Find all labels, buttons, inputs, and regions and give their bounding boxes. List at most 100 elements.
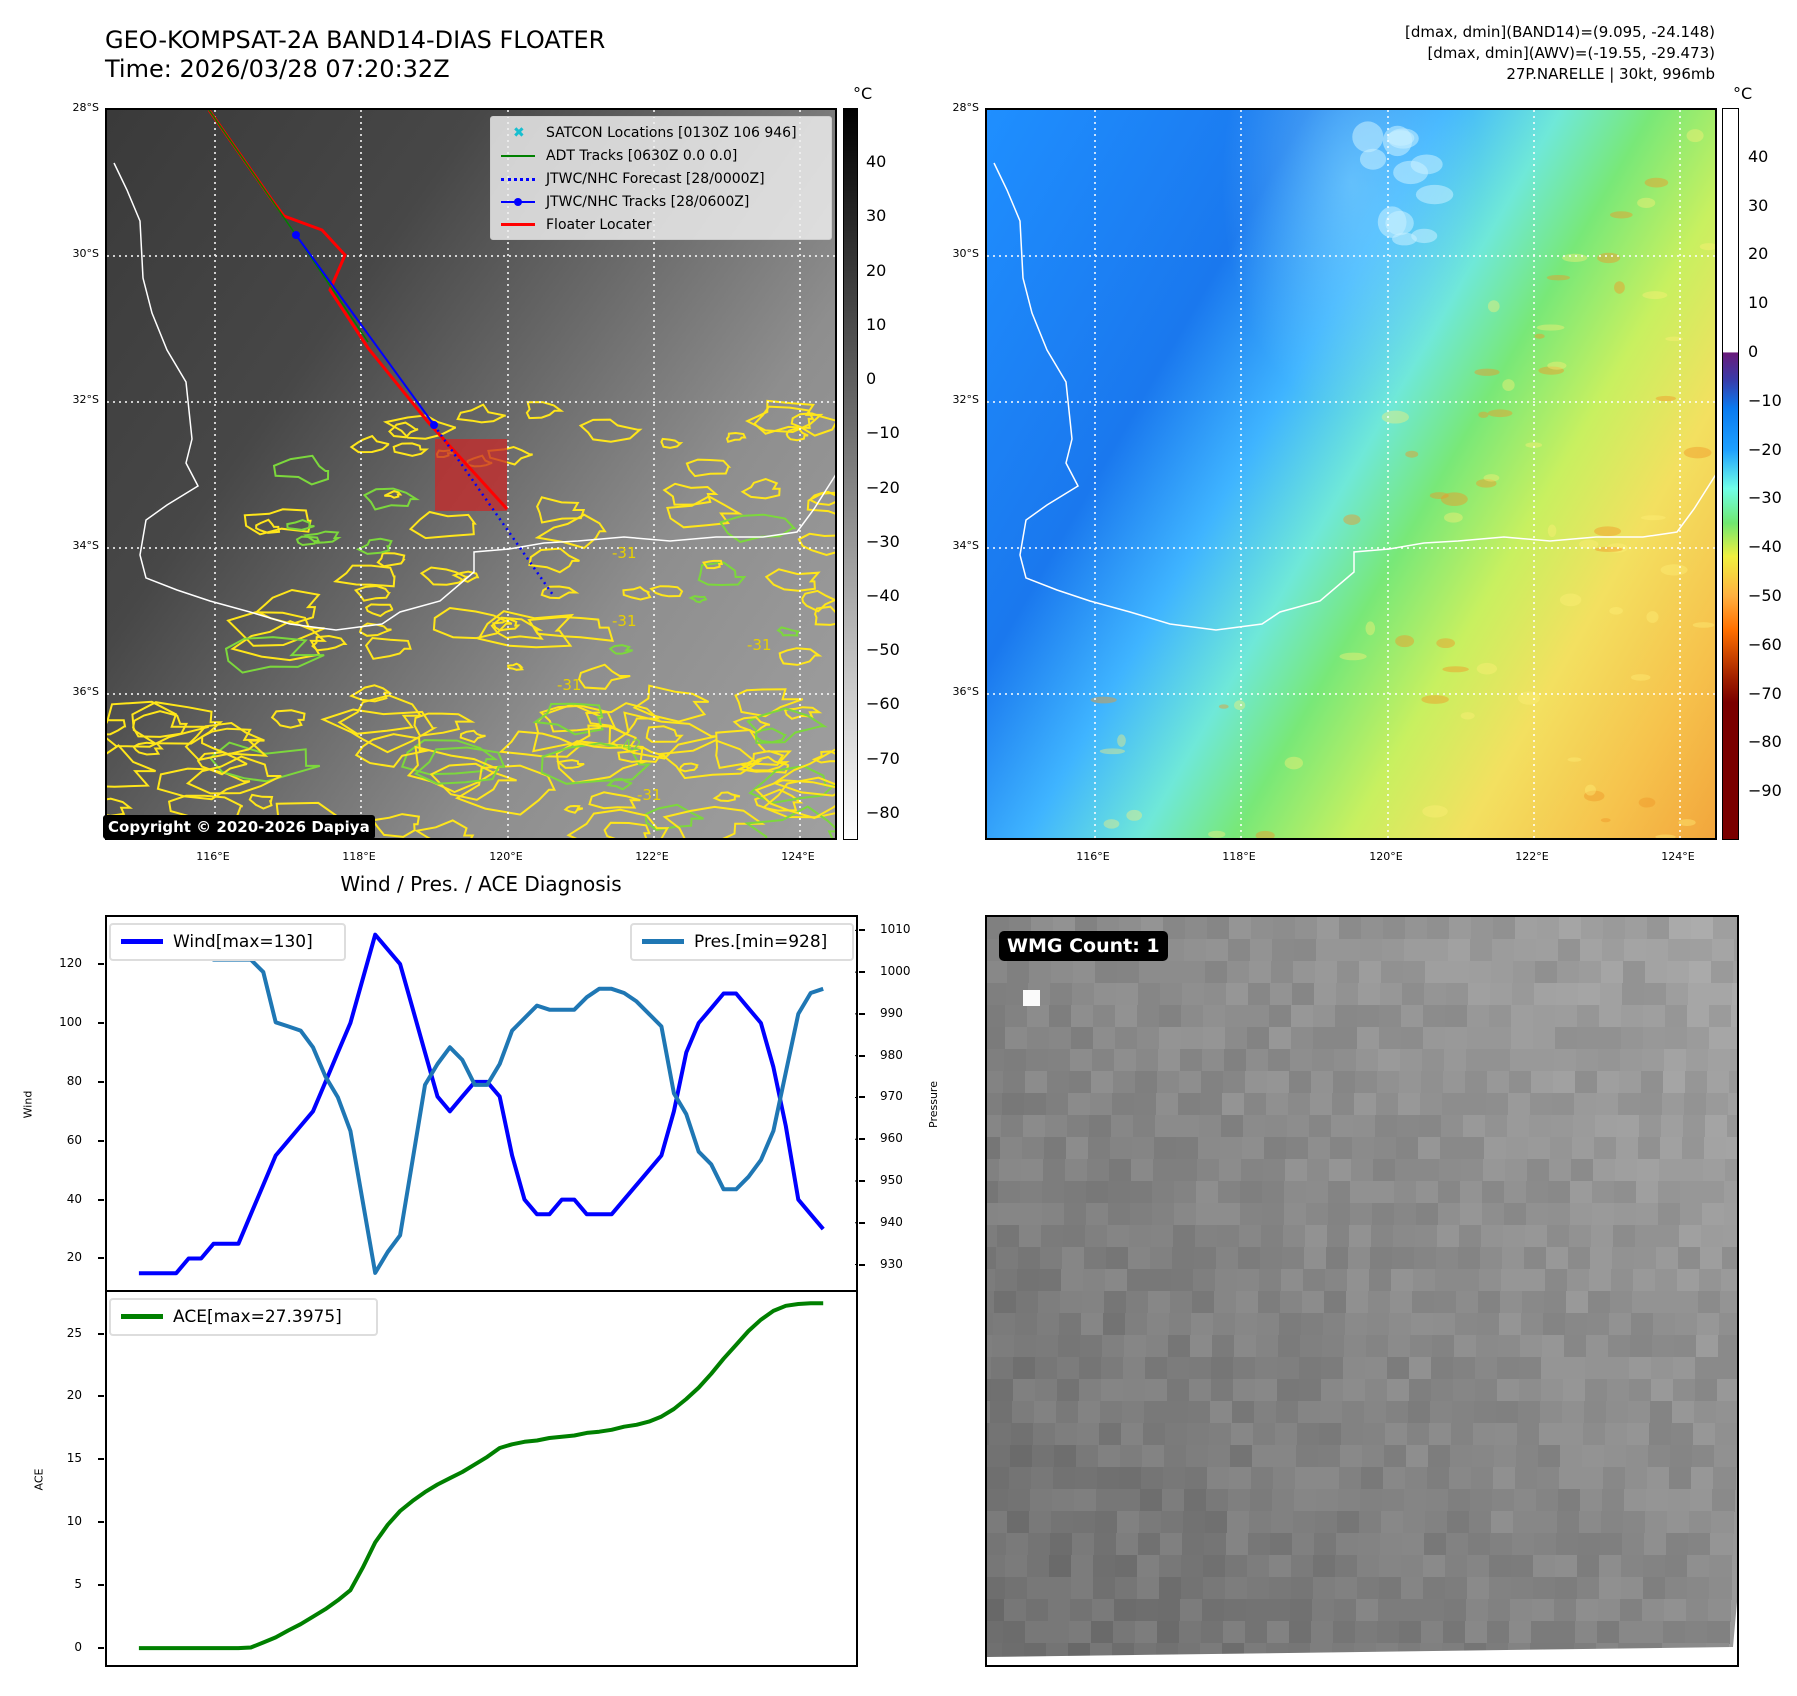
y-tick-mark	[859, 1012, 865, 1015]
wmg-pixel	[1466, 1049, 1489, 1072]
awv-cell	[1284, 756, 1304, 770]
wmg-pixel	[1558, 939, 1581, 962]
wmg-pixel	[1666, 983, 1689, 1006]
wmg-pixel	[1295, 1467, 1318, 1490]
contour-minus31	[527, 615, 614, 642]
wmg-pixel	[1358, 983, 1381, 1006]
wmg-pixel	[1362, 1445, 1385, 1468]
wmg-pixel	[987, 1511, 1008, 1534]
wmg-pixel	[1336, 1533, 1359, 1556]
wmg-pixel	[1247, 1005, 1270, 1028]
wmg-pixel	[1227, 1511, 1250, 1534]
wmg-pixel	[1182, 1533, 1205, 1556]
wmg-pixel	[1531, 1071, 1554, 1094]
wmg-pixel	[1229, 1467, 1252, 1490]
lon-label: 124°E	[781, 850, 815, 863]
contour-minus42	[608, 644, 633, 655]
awv-cell	[1644, 177, 1669, 188]
wmg-pixel	[1049, 1555, 1072, 1578]
wmg-pixel	[1578, 983, 1601, 1006]
wmg-pixel	[1269, 1555, 1292, 1578]
wmg-pixel	[1086, 1203, 1109, 1226]
wmg-pixel	[1302, 1291, 1325, 1314]
wmg-pixel	[1643, 1005, 1666, 1028]
awv-cell	[1395, 635, 1415, 648]
wmg-pixel	[1460, 1181, 1483, 1204]
wmg-pixel	[1257, 1313, 1280, 1336]
wmg-pixel	[1173, 1225, 1196, 1248]
wmg-pixel	[1000, 1137, 1023, 1160]
wmg-pixel	[1431, 1357, 1454, 1380]
wmg-pixel	[1048, 1599, 1071, 1622]
contour-minus31	[184, 721, 269, 761]
contour-minus31	[610, 711, 717, 760]
wmg-pixel	[1160, 983, 1183, 1006]
wmg-pixel	[1676, 1291, 1699, 1314]
wmg-pixel	[987, 1071, 1004, 1094]
wmg-pixel	[1482, 1181, 1505, 1204]
wmg-pixel	[1481, 1225, 1504, 1248]
copyright-badge: Copyright © 2020-2026 Dapiya	[103, 815, 375, 839]
wmg-pixel	[1513, 1511, 1536, 1534]
wmg-pixel	[1091, 1071, 1114, 1094]
wmg-pixel	[1402, 983, 1425, 1006]
wmg-pixel	[1056, 1401, 1079, 1424]
awv-cell	[1429, 492, 1449, 499]
wmg-pixel	[1247, 1577, 1270, 1600]
wmg-pixel	[1356, 1599, 1379, 1622]
wmg-pixel	[1158, 1599, 1181, 1622]
colorbar-tick-label: 40	[1748, 146, 1769, 166]
wmg-pixel	[1707, 1071, 1730, 1094]
wmg-pixel	[1671, 1423, 1694, 1446]
wmg-pixel	[1647, 1467, 1670, 1490]
wmg-pixel	[1204, 1533, 1227, 1556]
contour-minus31	[761, 776, 835, 819]
wmg-pixel	[1597, 1071, 1620, 1094]
wmg-pixel	[1343, 1357, 1366, 1380]
wmg-pixel	[1126, 1291, 1149, 1314]
wmg-pixel	[1461, 1159, 1484, 1182]
wmg-pixel	[987, 1357, 992, 1380]
wmg-pixel	[1147, 1313, 1170, 1336]
wmg-pixel	[1621, 1005, 1644, 1028]
wmg-pixel	[1687, 1005, 1710, 1028]
wmg-pixel	[987, 1137, 1001, 1160]
wmg-pixel	[1447, 961, 1470, 984]
wmg-pixel	[1333, 1621, 1356, 1644]
awv-cell	[1436, 638, 1455, 649]
lat-label: 30°S	[952, 247, 979, 260]
contour-minus31	[429, 762, 517, 801]
wmg-pixel	[1555, 1005, 1578, 1028]
wmg-pixel	[1320, 1401, 1343, 1424]
wmg-pixel	[1196, 1203, 1219, 1226]
wmg-pixel	[1179, 1071, 1202, 1094]
wmg-pixel	[1270, 983, 1293, 1006]
wmg-panel: WMG Count: 1	[985, 915, 1739, 1667]
wmg-pixel	[1210, 1401, 1233, 1424]
wmg-pixel	[1093, 1577, 1116, 1600]
wmg-pixel	[1353, 1115, 1376, 1138]
wmg-pixel	[989, 1423, 1012, 1446]
contour-minus31	[456, 403, 506, 424]
wmg-pixel	[1699, 1269, 1722, 1292]
wmg-pixel	[1300, 1335, 1323, 1358]
wmg-pixel	[1107, 1225, 1130, 1248]
wmg-pixel	[1013, 1357, 1036, 1380]
wmg-pixel	[1250, 939, 1273, 962]
lat-label: 32°S	[72, 393, 99, 406]
wmg-pixel	[1215, 1269, 1238, 1292]
wmg-pixel	[1478, 1291, 1501, 1314]
wmg-pixel	[1726, 1137, 1737, 1160]
wind-legend: Wind[max=130]	[109, 923, 346, 961]
wmg-pixel	[1111, 1115, 1134, 1138]
wmg-pixel	[1226, 1533, 1249, 1556]
wmg-pixel	[1675, 1313, 1698, 1336]
wmg-pixel	[1664, 1049, 1687, 1072]
wmg-texture	[987, 917, 1737, 1665]
wmg-pixel	[1317, 917, 1340, 940]
contour-minus31	[132, 741, 164, 756]
wmg-pixel	[1328, 1181, 1351, 1204]
wmg-pixel	[1347, 1269, 1370, 1292]
awv-cell	[1117, 734, 1126, 747]
wmg-pixel	[1115, 1577, 1138, 1600]
